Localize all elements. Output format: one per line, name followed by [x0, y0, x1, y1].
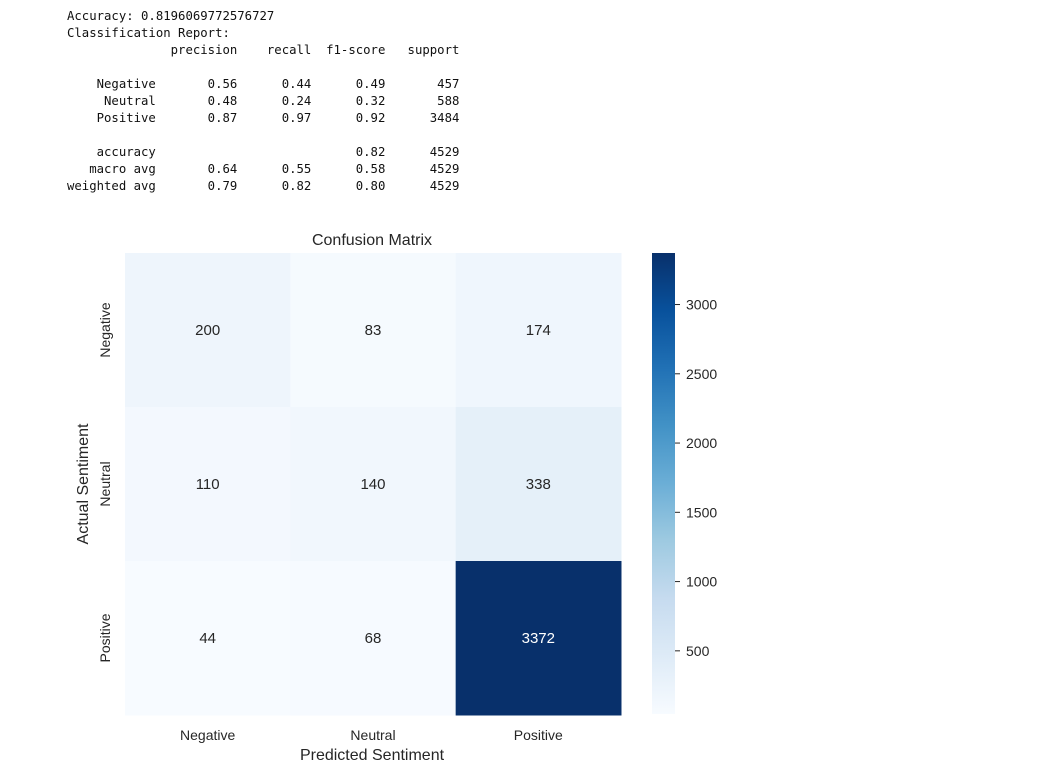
cell-value-label: 140	[360, 476, 385, 493]
x-tick-label: Positive	[514, 727, 563, 743]
y-tick-label: Positive	[97, 613, 113, 662]
colorbar-tick-label: 3000	[686, 297, 717, 313]
colorbar-tick-label: 2500	[686, 366, 717, 382]
heatmap-cell	[290, 561, 457, 716]
heatmap-cell	[125, 253, 291, 408]
cell-value-label: 110	[196, 476, 220, 493]
colorbar-tick-label: 1500	[686, 504, 717, 520]
y-axis-label: Actual Sentiment	[75, 423, 92, 545]
classification-report: Accuracy: 0.8196069772576727 Classificat…	[67, 9, 460, 193]
y-tick-label: Neutral	[97, 461, 113, 506]
heatmap-cell	[290, 253, 457, 408]
x-tick-label: Neutral	[350, 727, 395, 743]
colorbar	[652, 253, 675, 714]
cell-value-label: 174	[526, 322, 551, 339]
colorbar-tick-label: 1000	[686, 574, 717, 590]
heatmap-cell	[455, 253, 622, 408]
x-tick-label: Negative	[180, 727, 235, 743]
colorbar-tick-label: 2000	[686, 435, 717, 451]
cell-value-label: 68	[365, 630, 382, 647]
cell-value-label: 338	[526, 476, 551, 493]
x-axis-label: Predicted Sentiment	[300, 747, 445, 764]
colorbar-tick-label: 500	[686, 643, 710, 659]
cell-value-label: 200	[195, 322, 220, 339]
cell-value-label: 3372	[522, 630, 555, 647]
y-tick-label: Negative	[97, 302, 113, 357]
chart-title: Confusion Matrix	[312, 232, 432, 249]
heatmap-cell	[125, 561, 291, 716]
heatmap-cell	[290, 407, 457, 562]
heatmap-cell	[125, 407, 291, 562]
cell-value-label: 83	[365, 322, 382, 339]
cell-value-label: 44	[199, 630, 216, 647]
heatmap-cell	[455, 561, 622, 716]
heatmap-cell	[455, 407, 622, 562]
